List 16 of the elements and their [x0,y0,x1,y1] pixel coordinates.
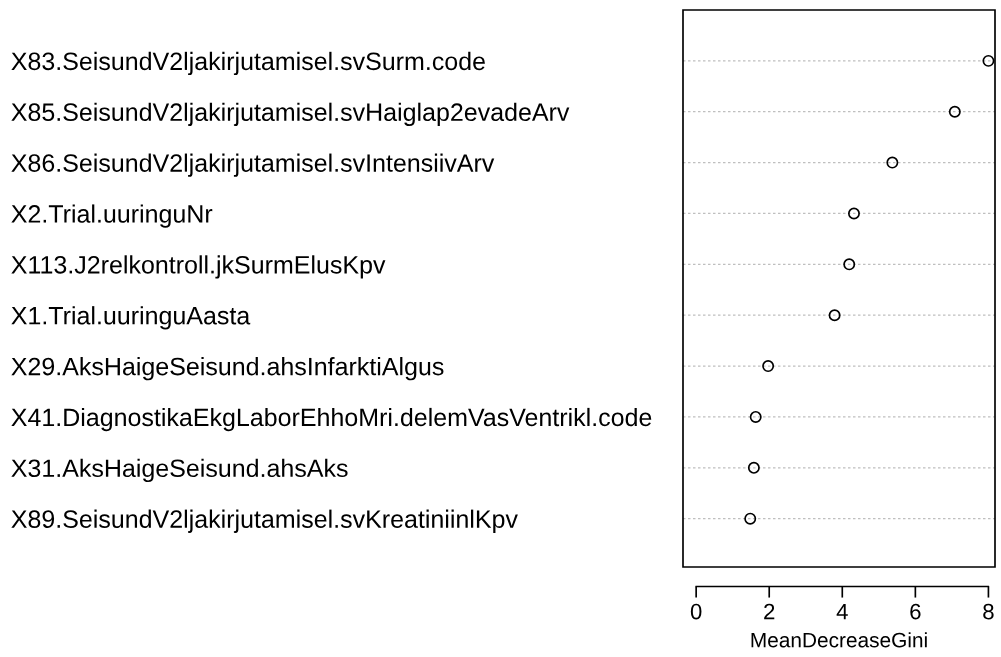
y-tick-label: X2.Trial.uuringuNr [11,204,213,228]
x-tick-label: 4 [836,603,848,620]
y-tick-label: X83.SeisundV2ljakirjutamisel.svSurm.code [11,51,485,76]
x-tick-label: 2 [764,603,775,620]
y-tick-label: X31.AksHaigeSeisund.ahsAks [11,458,348,483]
y-tick-label: X89.SeisundV2ljakirjutamisel.svKreatiniinlKpv [11,509,518,533]
y-tick-label: X29.AksHaigeSeisund.ahsInfarktiAlgus [11,357,444,381]
x-tick-label: 6 [910,603,921,620]
x-tick-label: 8 [983,603,994,620]
y-tick-label: X41.DiagnostikaEkgLaborEhhoMri.delemVasVentrikl.code [11,407,652,432]
y-tick-label: X85.SeisundV2ljakirjutamisel.svHaiglap2evadeArv [11,102,570,126]
y-tick-label: X113.J2relkontroll.jkSurmElusKpv [11,255,386,279]
x-tick-label: 0 [690,603,702,620]
y-tick-label: X86.SeisundV2ljakirjutamisel.svIntensiivArv [11,153,495,177]
x-axis-title: MeanDecreaseGini [751,632,927,648]
y-tick-label: X1.Trial.uuringuAasta [11,306,251,330]
